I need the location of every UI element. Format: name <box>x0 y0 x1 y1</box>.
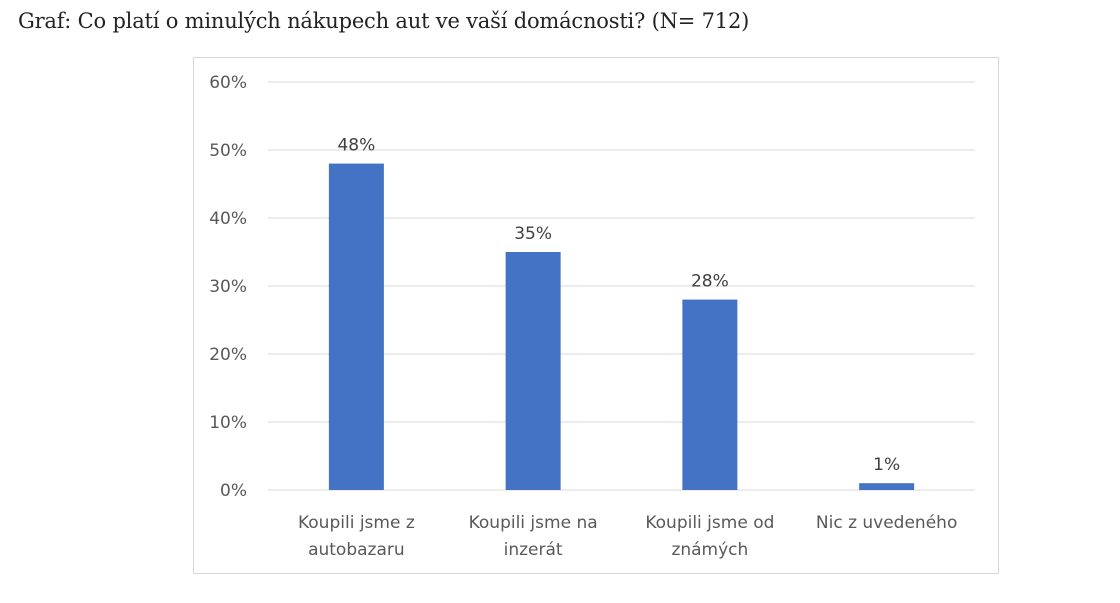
bar <box>505 252 561 490</box>
data-label: 48% <box>337 136 375 156</box>
x-category-label-line: Koupili jsme na <box>469 513 598 533</box>
x-category-label-line: Koupili jsme od <box>645 513 774 533</box>
y-tick-label: 60% <box>209 73 247 93</box>
bar <box>328 163 384 490</box>
x-category-label-line: inzerát <box>504 540 563 560</box>
x-category-label: Koupili jsme od známých <box>645 513 774 560</box>
y-tick-label: 10% <box>209 413 247 433</box>
x-category-label-line: Koupili jsme z <box>298 513 415 533</box>
y-tick-label: 0% <box>220 481 247 501</box>
bar <box>682 299 738 490</box>
page-title: Graf: Co platí o minulých nákupech aut v… <box>18 9 750 33</box>
y-tick-label: 40% <box>209 209 247 229</box>
data-label: 28% <box>691 272 729 292</box>
bar <box>859 483 915 490</box>
y-tick-label: 30% <box>209 277 247 297</box>
x-category-label: Koupili jsme na inzerát <box>469 513 598 560</box>
x-category-label: Nic z uvedeného <box>816 513 957 533</box>
data-label: 35% <box>514 224 552 244</box>
x-category-label-line: známých <box>671 540 748 560</box>
y-tick-label: 50% <box>209 141 247 161</box>
x-category-label-line: Nic z uvedeného <box>816 513 957 533</box>
x-category-label: Koupili jsme z autobazaru <box>298 513 415 560</box>
data-label: 1% <box>873 455 900 475</box>
x-category-label-line: autobazaru <box>308 540 405 560</box>
y-tick-label: 20% <box>209 345 247 365</box>
